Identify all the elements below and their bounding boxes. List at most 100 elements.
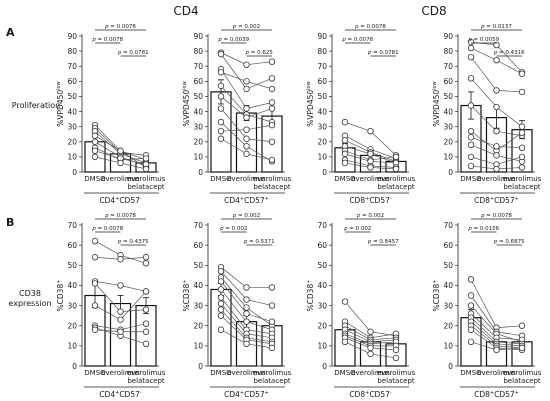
pvalue-label: p = 0.8457 <box>367 239 399 245</box>
data-point <box>341 118 349 126</box>
y-tick-label: 70 <box>67 62 77 71</box>
bar <box>235 112 258 173</box>
y-axis-label: %VPD450low <box>56 81 65 126</box>
x-group-label: CD4+CD57+ <box>224 390 269 399</box>
data-point <box>493 87 500 94</box>
pvalue-label: p = 0.0078 <box>91 37 123 43</box>
data-point <box>217 93 225 100</box>
x-group-sup: + <box>365 196 369 202</box>
pvalue-rest: = 0.002 <box>236 24 260 30</box>
pvalue-label: p = 0.0781 <box>117 50 149 56</box>
pvalue-label: p = 0.002 <box>232 213 260 219</box>
data-point <box>217 135 225 142</box>
pvalue-label: p = 0.625 <box>245 50 274 56</box>
data-point <box>142 288 150 295</box>
pvalue-label: p = 0.0078 <box>341 37 373 43</box>
x-label-dmso: DMSO <box>460 175 482 183</box>
data-point <box>142 260 150 267</box>
row-label-cd38-line2: expression <box>8 299 51 308</box>
pvalue-label: p = 0.0137 <box>480 24 512 30</box>
data-point <box>268 75 276 82</box>
data-point <box>91 280 99 287</box>
pvalue-label: p = 0.002 <box>356 213 384 219</box>
data-point <box>392 354 400 362</box>
pvalue-p: p <box>467 37 472 43</box>
data-point <box>493 103 500 111</box>
x-label-dmso: DMSO <box>334 369 356 377</box>
y-label-main: %VPD450 <box>182 90 191 127</box>
data-point <box>91 132 99 139</box>
x-group-label: CD4+CD57- <box>99 390 142 399</box>
y-tick-label: 10 <box>67 342 77 351</box>
x-group-main: CD8 <box>349 390 365 399</box>
data-point <box>493 56 500 64</box>
panel-5: 010203040506070DMSOeverolimuseverolimusb… <box>56 213 166 399</box>
data-point <box>367 350 374 358</box>
data-point <box>467 162 475 170</box>
data-point <box>518 129 526 136</box>
bar <box>135 304 157 367</box>
y-tick-label: 50 <box>317 261 327 270</box>
x-label-combo-line1: everolimus <box>253 175 292 183</box>
x-group-main: CD4 <box>99 390 115 399</box>
y-tick-label: 40 <box>67 107 77 116</box>
data-point <box>91 237 99 245</box>
data-point <box>243 284 250 291</box>
x-group-label: CD4+CD57- <box>99 196 142 205</box>
pvalue-label: p = 0.0078 <box>480 213 512 219</box>
x-label-dmso: DMSO <box>210 175 232 183</box>
data-point <box>217 50 225 58</box>
x-label-everolimus: everolimus <box>227 175 266 183</box>
data-point <box>117 316 124 323</box>
y-tick-label: 10 <box>193 153 203 162</box>
y-tick-label: 20 <box>193 322 203 331</box>
pvalue-p: p <box>104 213 109 219</box>
data-point <box>493 127 500 135</box>
panel-8: 010203040506070DMSOeverolimuseverolimusb… <box>432 213 542 399</box>
data-point <box>117 282 124 289</box>
data-point <box>142 306 150 313</box>
pvalue-label: p = 0.0156 <box>467 226 499 232</box>
x-group-main: CD4 <box>99 196 115 205</box>
data-point <box>467 292 475 299</box>
data-point <box>217 286 225 293</box>
pvalue-p: p <box>467 226 472 232</box>
data-point <box>268 58 276 65</box>
x-group-sup: + <box>115 196 119 202</box>
pvalue-label: p = 0.002 <box>219 226 247 232</box>
row-letter-a: A <box>6 26 15 39</box>
y-label-sup: low <box>56 81 62 90</box>
data-point <box>217 326 225 333</box>
pvalue-p: p <box>367 50 372 56</box>
pvalue-label: p = 0.4375 <box>117 239 149 245</box>
y-label-sup: + <box>182 280 188 284</box>
data-point <box>467 276 475 283</box>
data-point <box>217 105 225 112</box>
pvalue-p: p <box>104 24 109 30</box>
data-point <box>467 75 475 82</box>
data-point <box>217 306 225 313</box>
y-tick-label: 50 <box>193 261 203 270</box>
data-point <box>217 312 225 319</box>
x-group-mid: CD57 <box>244 390 265 399</box>
data-point <box>142 254 150 261</box>
pvalue-label: p = 0.6875 <box>493 239 525 245</box>
pvalue-p: p <box>493 50 498 56</box>
x-group-label: CD8+CD57+ <box>474 390 519 399</box>
x-group-mid: CD57 <box>119 196 140 205</box>
data-point <box>268 344 276 352</box>
x-group-sup: + <box>490 196 494 202</box>
x-label-combo-line2: belatacept <box>503 377 541 385</box>
panel-4: 0102030405060708090DMSOeverolimuseveroli… <box>432 24 542 205</box>
data-point <box>341 150 349 158</box>
row-label-cd38-line1: CD38 <box>19 289 41 298</box>
x-label-dmso: DMSO <box>210 369 232 377</box>
y-tick-label: 60 <box>67 77 77 86</box>
data-point <box>268 138 276 145</box>
data-point <box>117 147 124 155</box>
x-label-dmso: DMSO <box>84 369 106 377</box>
data-point <box>243 318 250 325</box>
x-label-everolimus: everolimus <box>477 175 516 183</box>
pvalue-rest: = 0.0781 <box>371 50 398 56</box>
x-label-combo-line2: belatacept <box>253 183 291 191</box>
